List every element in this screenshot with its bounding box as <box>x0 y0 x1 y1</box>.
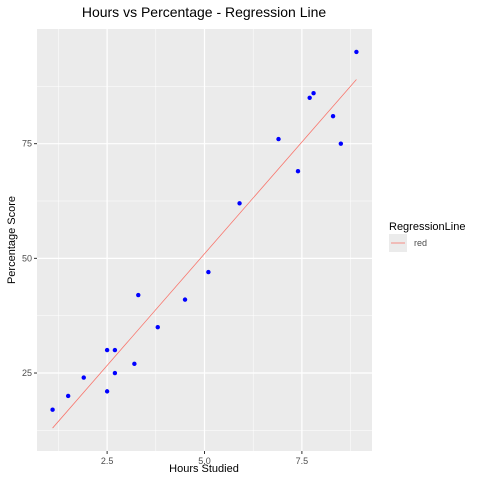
y-axis-title: Percentage Score <box>6 196 18 284</box>
data-point <box>354 49 359 55</box>
data-point <box>104 347 110 353</box>
chart-title: Hours vs Percentage - Regression Line <box>82 4 327 20</box>
data-point <box>65 393 71 399</box>
y-tick-label: 50 <box>22 253 32 263</box>
data-point <box>206 269 211 275</box>
data-point <box>295 168 301 174</box>
x-tick-label: 7.5 <box>296 456 309 466</box>
scatter-points <box>50 49 359 412</box>
legend-key: red <box>389 234 427 252</box>
regression-line <box>52 79 357 429</box>
legend-title: RegressionLine <box>389 221 465 233</box>
data-point <box>276 136 281 142</box>
x-tick-label: 2.5 <box>101 456 114 466</box>
data-point <box>338 141 344 146</box>
x-tick-label: 5.0 <box>198 456 211 466</box>
data-point <box>311 91 316 96</box>
major-gridlines <box>37 29 372 451</box>
data-point <box>307 95 312 101</box>
x-axis-title: Hours Studied <box>169 463 239 475</box>
data-point <box>104 389 110 394</box>
y-tick-label: 75 <box>22 139 32 149</box>
data-point <box>81 375 86 380</box>
y-tick-label: 25 <box>22 368 32 378</box>
data-point <box>136 292 141 298</box>
legend-label: red <box>414 238 427 248</box>
axes: 2.5 5.0 7.5 25 50 75 <box>22 139 308 466</box>
data-point <box>330 113 336 119</box>
data-point <box>132 361 137 367</box>
data-point <box>112 370 118 376</box>
data-point <box>182 297 188 302</box>
data-point <box>155 324 160 330</box>
data-point <box>237 201 242 206</box>
regression-layer <box>52 79 357 429</box>
data-point <box>50 407 55 412</box>
data-point <box>112 347 118 353</box>
